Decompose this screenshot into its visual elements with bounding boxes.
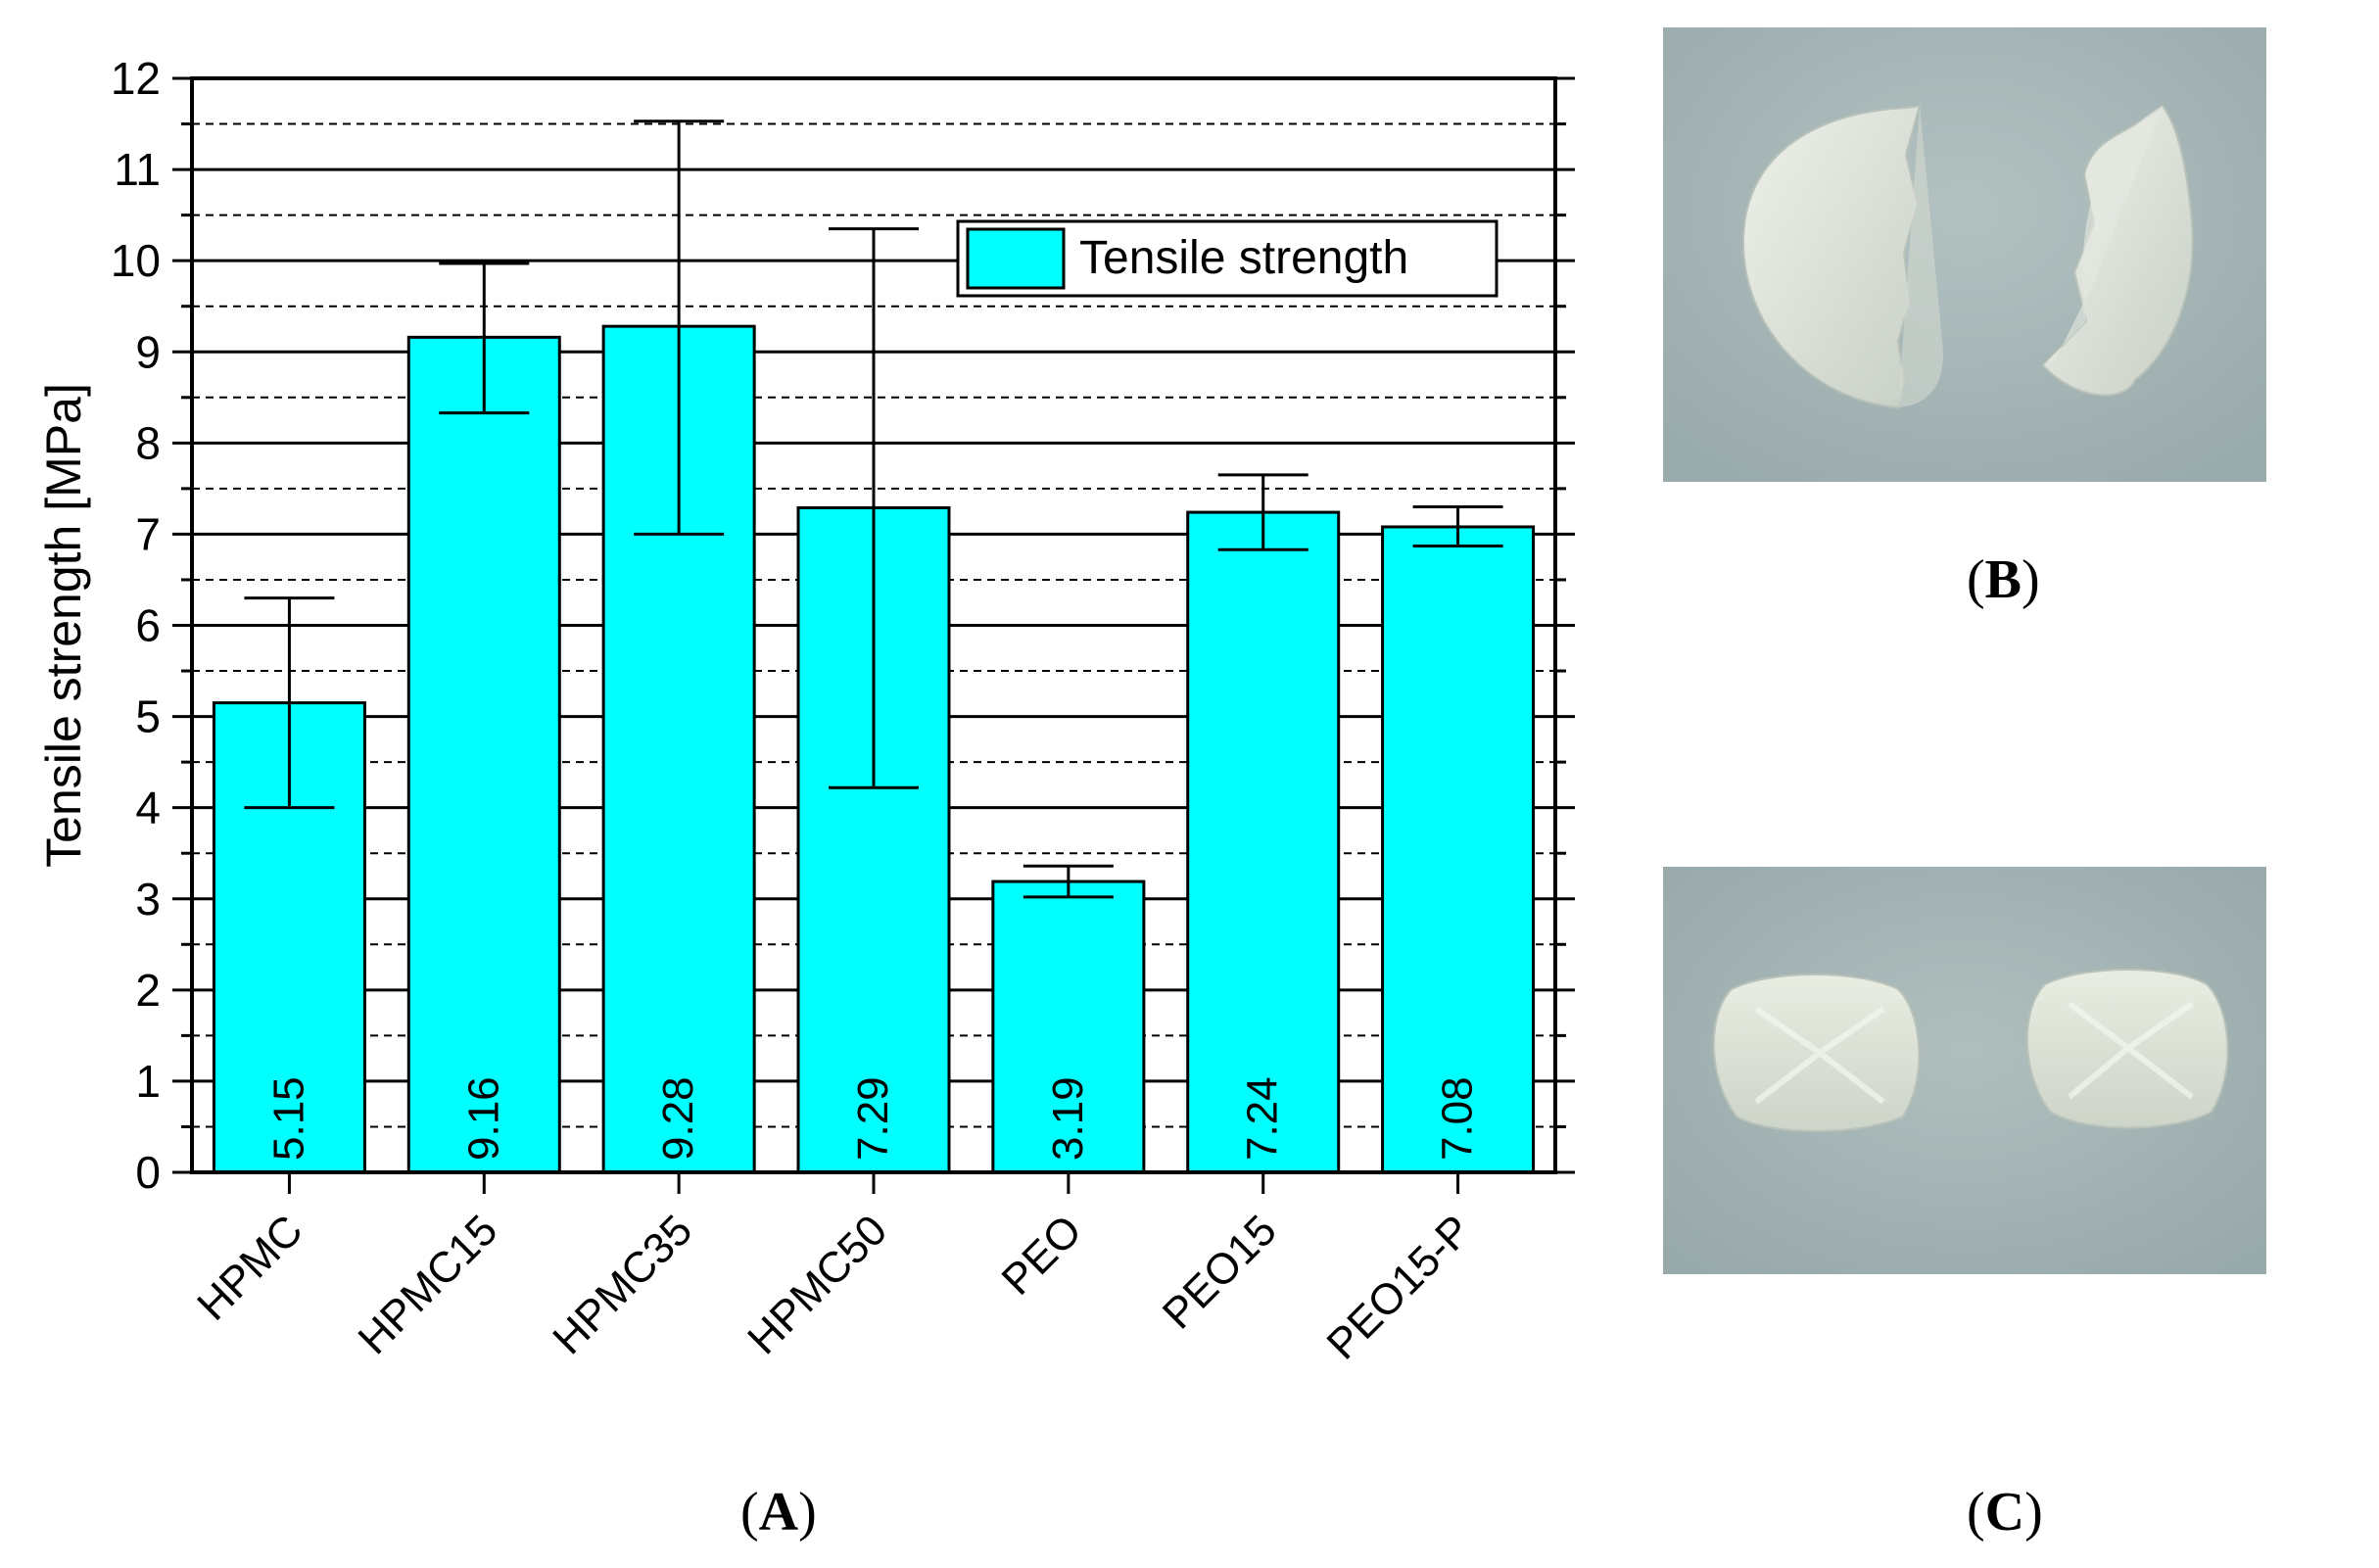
bar-PEO15-P [1381,525,1536,1174]
legend-swatch [966,227,1066,290]
right-tablet-half [2041,104,2194,397]
y-tick-label: 0 [135,1147,161,1198]
value-label: 9.28 [654,1076,702,1161]
x-tick-label-PEO: PEO [993,1206,1091,1304]
value-label: 9.16 [459,1076,507,1161]
x-tick-label-HPMC: HPMC [188,1206,311,1329]
y-tick-label: 11 [114,144,161,195]
value-label: 7.24 [1239,1076,1287,1161]
bar-HPMC15 [406,335,561,1174]
y-tick-label: 10 [111,235,161,286]
legend: Tensile strength [956,219,1499,298]
left-oblong-tablet [1712,974,1921,1132]
error-bar-HPMC35 [634,119,725,536]
error-bar-HPMC [244,596,335,810]
photo-b-round-tablet-halves [1663,27,2266,482]
y-tick-label: 9 [135,326,161,377]
panel-label-b: (B) [1967,549,2040,610]
y-tick-label: 7 [135,508,161,559]
x-tick-label-HPMC35: HPMC35 [544,1206,701,1363]
y-tick-label: 2 [135,965,161,1016]
error-bar-HPMC50 [829,227,919,789]
panel-letter-b: B [1984,549,2022,610]
y-axis-title: Tensile strength [MPa] [36,383,91,868]
y-tick-label: 3 [135,874,161,925]
y-tick-label: 12 [111,53,161,104]
panel-label-c: (C) [1967,1482,2043,1543]
legend-label: Tensile strength [1079,232,1408,284]
error-bar-PEO [1023,864,1114,899]
x-tick-label-PEO15-P: PEO15-P [1318,1206,1481,1368]
value-label: 7.08 [1434,1076,1482,1161]
left-tablet-half [1741,104,1943,409]
error-bar-PEO15-P [1412,504,1503,548]
x-tick-label-HPMC15: HPMC15 [349,1206,506,1363]
panel-letter-c: C [1984,1482,2025,1543]
value-label: 5.15 [264,1076,312,1161]
photo-c-oblong-tablets [1663,867,2266,1274]
y-tick-label: 1 [135,1056,161,1107]
error-bar-PEO15 [1217,473,1308,551]
panel-letter-a: A [758,1482,799,1543]
bars [212,119,1536,1174]
y-tick-label: 6 [135,600,161,651]
value-label: 3.19 [1044,1076,1092,1161]
error-bar-HPMC15 [439,261,530,415]
y-tick-label: 4 [135,783,161,833]
axes [172,76,1575,1194]
panel-label-a: (A) [740,1482,817,1543]
x-tick-label-PEO15: PEO15 [1154,1206,1286,1338]
x-tick-label-HPMC50: HPMC50 [738,1206,896,1363]
right-oblong-tablet [2025,969,2229,1129]
y-tick-label: 8 [135,417,161,468]
value-label: 7.29 [849,1076,897,1161]
y-tick-label: 5 [135,691,161,742]
bar-PEO15 [1186,510,1341,1174]
